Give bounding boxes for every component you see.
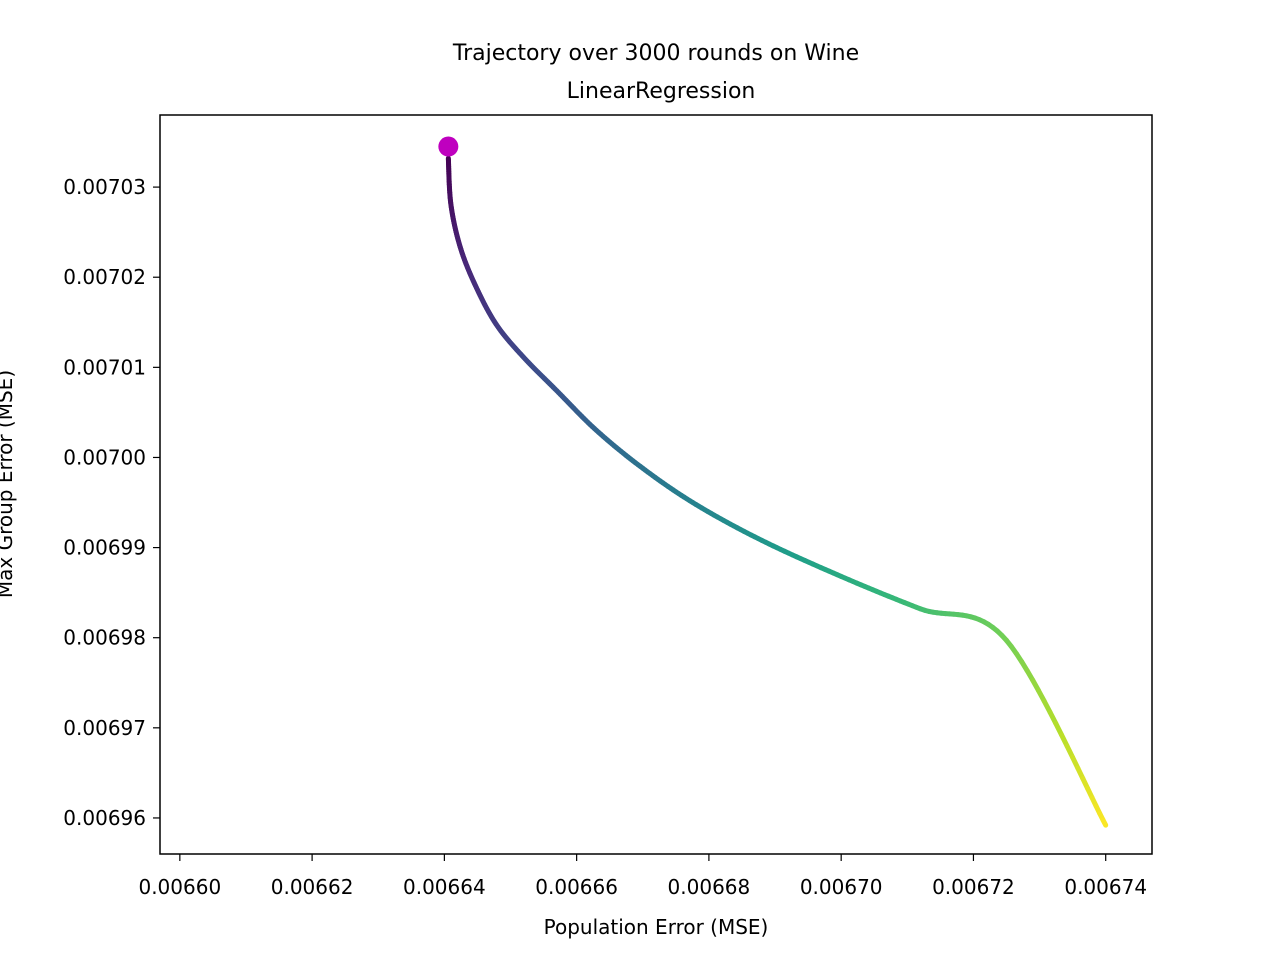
y-axis-ticks: 0.00696 0.00697 0.00698 0.00699 0.00700 0.007…	[63, 175, 160, 830]
x-tick-label: 0.00672	[932, 875, 1015, 899]
x-axis-ticks: 0.00660 0.00662 0.00664 0.00666 0.00668 0.006…	[138, 854, 1147, 899]
y-tick-label: 0.00702	[63, 265, 146, 289]
y-tick-label: 0.00696	[63, 806, 146, 830]
y-tick-label: 0.00703	[63, 175, 146, 199]
y-tick-label: 0.00698	[63, 626, 146, 650]
chart-subtitle: LinearRegression	[567, 79, 756, 104]
y-tick-label: 0.00700	[63, 445, 146, 469]
y-axis-label: Max Group Error (MSE)	[0, 370, 17, 598]
y-tick-label: 0.00699	[63, 536, 146, 560]
chart-title: Trajectory over 3000 rounds on Wine	[452, 41, 859, 66]
plot-area	[438, 136, 1109, 828]
x-tick-label: 0.00668	[668, 875, 751, 899]
x-tick-label: 0.00670	[800, 875, 883, 899]
axes-frame	[159, 114, 1153, 855]
x-tick-label: 0.00660	[138, 875, 221, 899]
x-tick-label: 0.00664	[403, 875, 486, 899]
y-tick-label: 0.00697	[63, 716, 146, 740]
x-tick-label: 0.00666	[535, 875, 618, 899]
x-tick-label: 0.00674	[1064, 875, 1147, 899]
x-axis-label: Population Error (MSE)	[544, 915, 769, 939]
x-tick-label: 0.00662	[271, 875, 354, 899]
start-marker	[438, 136, 459, 157]
y-tick-label: 0.00701	[63, 355, 146, 379]
trajectory-point	[1100, 817, 1109, 828]
